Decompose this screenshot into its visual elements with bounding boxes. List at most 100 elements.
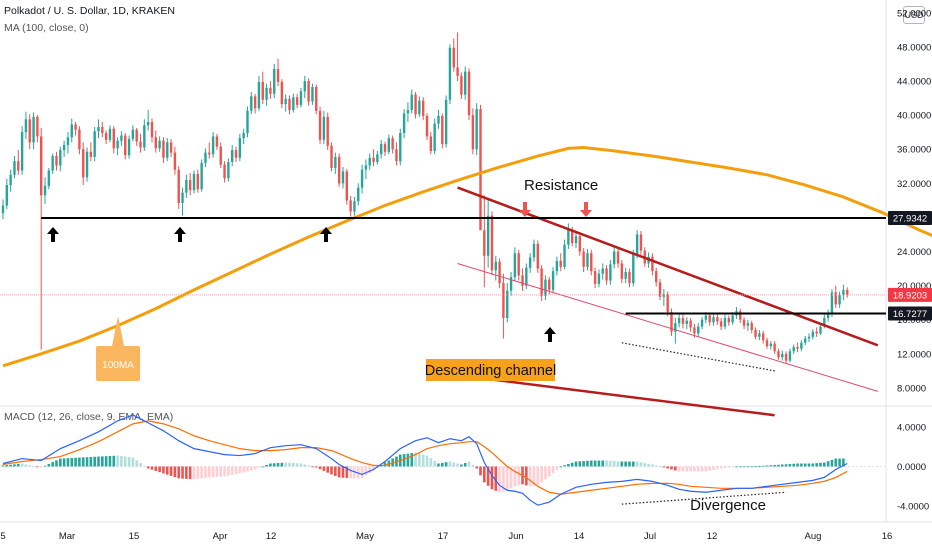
candle-body	[166, 142, 169, 158]
price-tick-label: 48.0000	[897, 42, 931, 53]
candle-body	[303, 81, 306, 92]
currency-badge[interactable]: USD	[903, 6, 925, 24]
grid	[0, 0, 932, 523]
macd-histogram-bar	[807, 463, 811, 467]
candle-body	[349, 200, 352, 212]
candle-body	[47, 170, 51, 186]
candle-body	[231, 150, 234, 162]
candle-body	[238, 138, 242, 158]
candle-body	[192, 173, 196, 191]
macd-histogram-bar	[536, 466, 540, 486]
macd-histogram-bar	[494, 466, 498, 491]
candle-body	[441, 115, 444, 145]
macd-histogram-bar	[582, 461, 585, 467]
macd-histogram-bar	[196, 466, 200, 479]
candle-body	[578, 236, 582, 252]
candle-body	[826, 314, 830, 319]
macd-histogram-bar	[356, 466, 360, 479]
macd-histogram-bar	[727, 466, 731, 468]
candle-body	[555, 260, 559, 272]
macd-histogram-bar	[70, 457, 74, 467]
macd-histogram-bar	[372, 466, 375, 471]
price-label-dark: 16.7277	[888, 306, 932, 321]
candle-body	[658, 282, 662, 297]
candle-body	[559, 260, 562, 267]
candle-body	[200, 162, 203, 190]
candle-body	[551, 271, 555, 290]
macd-histogram-bar	[51, 462, 54, 467]
macd-histogram-bar	[154, 466, 158, 471]
time-tick-label: Mar	[59, 531, 75, 542]
macd-histogram-bar	[131, 457, 135, 467]
price-axis: 52.0000 48.0000 44.0000 40.0000 36.0000 32.00…	[897, 8, 931, 394]
macd-histogram-bar	[670, 466, 673, 470]
candle-body	[307, 81, 310, 102]
arrow-head	[544, 327, 556, 334]
price-tick-label: 24.0000	[897, 247, 931, 258]
chart-title: Polkadot / U. S. Dollar, 1D, KRAKEN	[4, 5, 175, 17]
macd-histogram-bar	[314, 466, 318, 468]
macd-histogram-bar	[479, 466, 482, 476]
macd-axis: 4.0000 0.0000 -4.0000	[897, 422, 929, 512]
candle-body	[563, 244, 566, 267]
macd-signal-line	[2, 420, 848, 495]
candle-body	[509, 277, 513, 291]
candle-body	[425, 115, 429, 137]
macd-histogram-bar	[448, 461, 452, 467]
time-tick-label: 17	[438, 531, 449, 542]
candle-body	[85, 151, 89, 178]
candle-body	[655, 271, 658, 283]
macd-histogram-bar	[666, 466, 669, 469]
callout-background	[96, 316, 140, 381]
price-label-bg	[888, 210, 932, 225]
macd-histogram-bar	[593, 460, 597, 467]
candle-body	[448, 47, 452, 100]
macd-histogram-bar	[1, 465, 5, 467]
macd-histogram-bar	[693, 466, 696, 472]
macd-histogram-bar	[62, 458, 66, 467]
macd-histogram-bar	[326, 466, 329, 473]
macd-histogram-bar	[609, 460, 612, 467]
macd-histogram-bar	[628, 461, 631, 467]
candle-body	[70, 124, 73, 138]
candle-body	[586, 253, 589, 267]
macd-histogram-bar	[597, 460, 601, 467]
macd-histogram-bar	[677, 466, 681, 472]
ma-legend[interactable]: MA (100, close, 0)	[4, 22, 89, 34]
candle-body	[108, 128, 112, 140]
macd-histogram-bar	[475, 466, 478, 469]
macd-histogram-bar	[444, 462, 448, 467]
macd-histogram-bar	[280, 462, 284, 467]
candle-body	[590, 253, 593, 272]
macd-histogram-bar	[150, 466, 154, 470]
macd-histogram-bar	[299, 463, 303, 467]
time-tick-label: 12	[707, 531, 718, 542]
candle-body	[479, 109, 482, 231]
macd-histogram-bar	[544, 466, 547, 480]
candle-body	[17, 161, 20, 171]
channel-lower	[457, 373, 775, 417]
macd-histogram-bar	[819, 462, 822, 467]
macd-histogram-bar	[146, 466, 150, 469]
candle-body	[708, 315, 711, 323]
candle-body	[32, 116, 35, 143]
price-labels: 27.9342 18.9203 16.7277	[888, 210, 932, 321]
candle-body	[414, 94, 417, 115]
candle-body	[517, 253, 520, 276]
macd-histogram-bar	[605, 460, 608, 467]
candle-body	[341, 171, 345, 184]
candle-body	[712, 317, 715, 323]
macd-histogram-bar	[97, 456, 100, 467]
candle-body	[395, 149, 398, 162]
candle-body	[93, 131, 96, 157]
macd-histogram-bar	[639, 462, 643, 467]
macd-histogram-bar	[612, 461, 616, 467]
candle-body	[250, 96, 253, 111]
macd-histogram-bar	[158, 466, 161, 473]
macd-histogram-bar	[311, 466, 314, 468]
candle-body	[582, 251, 585, 267]
candle-body	[196, 173, 200, 190]
macd-legend[interactable]: MACD (12, 26, close, 9, EMA, EMA)	[4, 411, 174, 423]
candle-body	[807, 336, 811, 339]
